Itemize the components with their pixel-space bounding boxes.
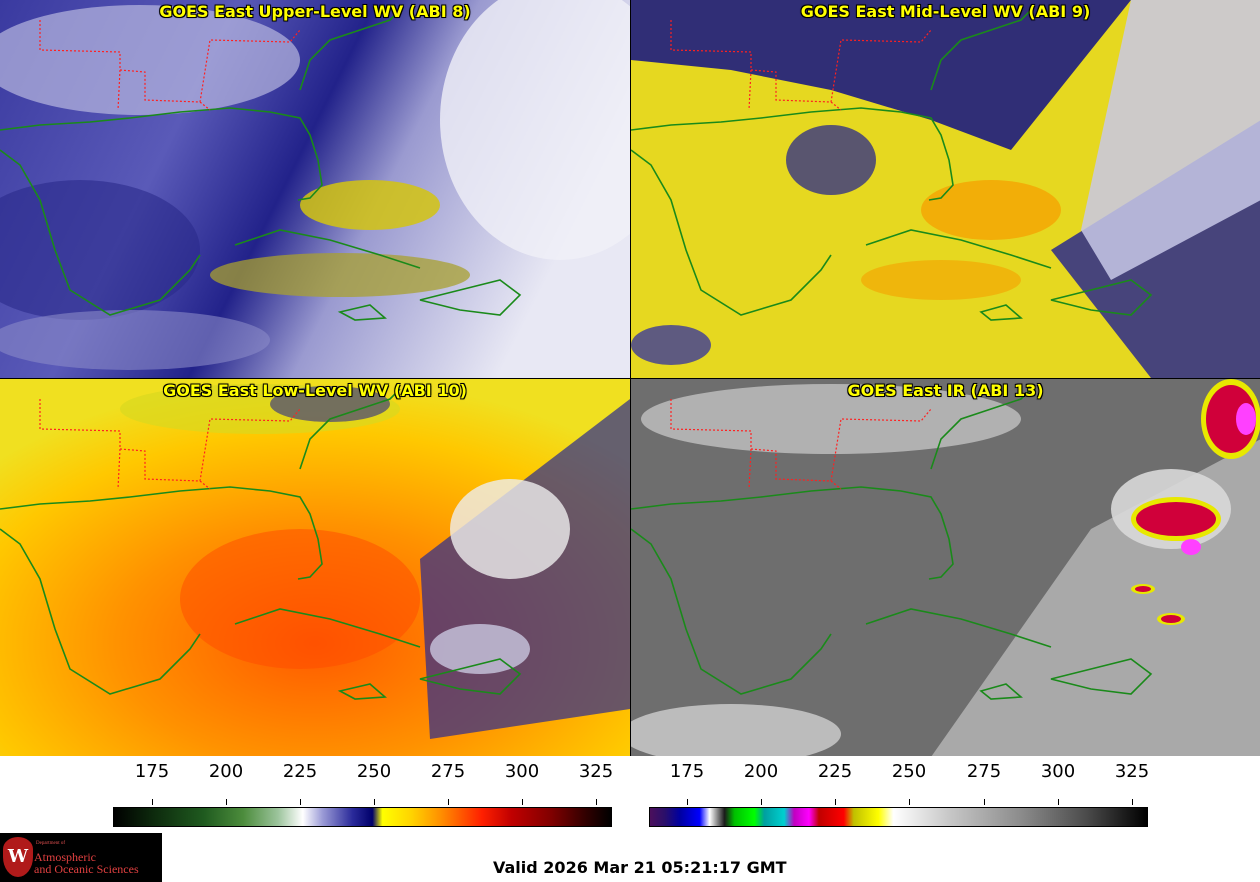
panel-title: GOES East IR (ABI 13) xyxy=(847,381,1044,400)
panel-title: GOES East Upper-Level WV (ABI 8) xyxy=(159,2,471,21)
tick-label: 275 xyxy=(430,761,466,782)
tick-mark xyxy=(300,799,301,805)
uw-seal-icon: W xyxy=(3,837,33,877)
tick-label: 175 xyxy=(669,761,705,782)
panel-title: GOES East Mid-Level WV (ABI 9) xyxy=(800,2,1091,21)
tick-mark xyxy=(1058,799,1059,805)
mid-level-wv-image xyxy=(631,0,1260,378)
low-level-wv-image xyxy=(0,379,630,756)
colorbar-ticks: 175 200 225 250 275 300 325 xyxy=(649,761,1150,807)
tick-label: 275 xyxy=(966,761,1002,782)
tick-label: 250 xyxy=(356,761,392,782)
tick-label: 325 xyxy=(578,761,614,782)
panel-mid-level-wv: GOES East Mid-Level WV (ABI 9) xyxy=(630,0,1260,378)
tick-mark xyxy=(522,799,523,805)
tick-label: 225 xyxy=(817,761,853,782)
tick-mark xyxy=(984,799,985,805)
panel-title: GOES East Low-Level WV (ABI 10) xyxy=(163,381,467,400)
panel-low-level-wv: GOES East Low-Level WV (ABI 10) xyxy=(0,378,630,756)
tick-label: 325 xyxy=(1114,761,1150,782)
tick-mark xyxy=(596,799,597,805)
tick-label: 200 xyxy=(208,761,244,782)
colorbar-gradient xyxy=(649,807,1148,827)
logo-name-line2: and Oceanic Sciences xyxy=(34,862,139,876)
colorbar-gradient xyxy=(113,807,612,827)
tick-mark xyxy=(448,799,449,805)
logo-dept: Department of xyxy=(36,841,66,846)
panel-upper-level-wv: GOES East Upper-Level WV (ABI 8) xyxy=(0,0,630,378)
valid-time: Valid 2026 Mar 21 05:21:17 GMT xyxy=(493,858,787,877)
tick-mark xyxy=(226,799,227,805)
colorbar-ticks: 175 200 225 250 275 300 325 xyxy=(113,761,614,807)
tick-mark xyxy=(835,799,836,805)
ir-image xyxy=(631,379,1260,756)
tick-mark xyxy=(152,799,153,805)
tick-label: 250 xyxy=(891,761,927,782)
tick-mark xyxy=(687,799,688,805)
tick-label: 225 xyxy=(282,761,318,782)
tick-mark xyxy=(1132,799,1133,805)
tick-label: 175 xyxy=(134,761,170,782)
aos-logo: W Department of Atmospheric and Oceanic … xyxy=(0,833,162,882)
logo-name-line1: Atmospheric xyxy=(34,850,96,864)
upper-level-wv-image xyxy=(0,0,630,378)
tick-label: 300 xyxy=(1040,761,1076,782)
tick-label: 300 xyxy=(504,761,540,782)
tick-mark xyxy=(761,799,762,805)
tick-mark xyxy=(374,799,375,805)
panel-ir: GOES East IR (ABI 13) xyxy=(630,378,1260,756)
tick-mark xyxy=(909,799,910,805)
tick-label: 200 xyxy=(743,761,779,782)
